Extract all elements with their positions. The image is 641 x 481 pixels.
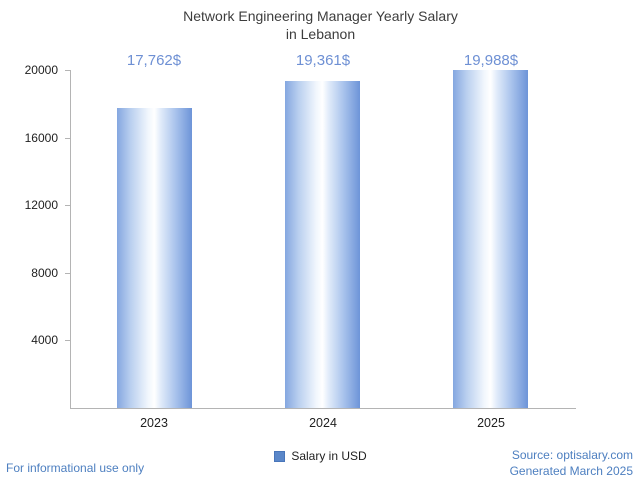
x-axis-label: 2024 xyxy=(309,416,337,430)
y-tick-mark xyxy=(65,205,70,207)
plot-area xyxy=(70,70,576,409)
legend-swatch-icon xyxy=(274,450,286,462)
x-axis-label: 2025 xyxy=(477,416,505,430)
y-tick-label: 16000 xyxy=(24,130,58,145)
bar-2023 xyxy=(117,108,192,408)
bar-value-label: 19,988$ xyxy=(463,52,519,69)
y-tick-label: 12000 xyxy=(24,198,58,213)
bar-value-label: 19,361$ xyxy=(295,52,351,69)
chart-title-line1: Network Engineering Manager Yearly Salar… xyxy=(183,8,458,24)
legend: Salary in USD xyxy=(0,449,641,463)
chart-title-line2: in Lebanon xyxy=(285,26,356,43)
legend-label: Salary in USD xyxy=(291,449,367,463)
y-tick-mark xyxy=(65,70,70,71)
y-tick-mark xyxy=(65,137,70,139)
x-axis-label: 2023 xyxy=(140,416,168,430)
disclaimer-text: For informational use only xyxy=(6,461,145,475)
bar-2025 xyxy=(453,70,528,408)
source-block: Source: optisalary.com Generated March 2… xyxy=(510,448,633,479)
source-link[interactable]: Source: optisalary.com xyxy=(511,448,633,462)
y-tick-mark xyxy=(65,272,70,274)
generated-date: Generated March 2025 xyxy=(509,463,633,478)
y-tick-label: 4000 xyxy=(31,333,58,348)
bar-value-label: 17,762$ xyxy=(126,52,182,69)
y-tick-label: 20000 xyxy=(24,63,58,77)
y-tick-mark xyxy=(65,340,70,342)
chart-title: Network Engineering Manager Yearly Salar… xyxy=(0,7,641,44)
y-tick-label: 8000 xyxy=(31,265,58,280)
bar-2024 xyxy=(285,81,360,408)
